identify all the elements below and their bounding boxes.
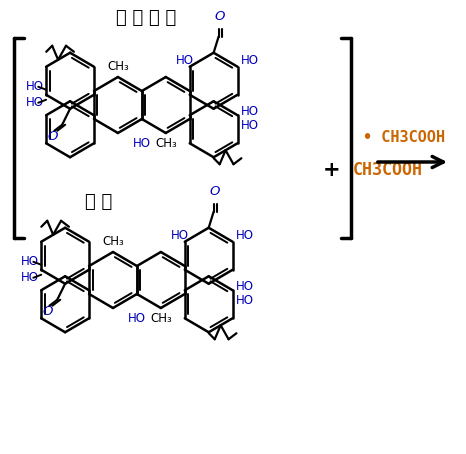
Text: 棉 酚: 棉 酚 xyxy=(85,193,112,211)
Text: O: O xyxy=(209,185,220,198)
Text: HO: HO xyxy=(240,119,259,132)
Text: HO: HO xyxy=(26,80,44,93)
Text: 醋 酸 棉 酚: 醋 酸 棉 酚 xyxy=(116,9,176,27)
Text: O: O xyxy=(47,130,57,143)
Text: CH₃: CH₃ xyxy=(150,312,171,325)
Text: HO: HO xyxy=(240,54,259,67)
Text: +: + xyxy=(323,160,340,180)
Text: HO: HO xyxy=(133,137,151,150)
Text: CH3COOH: CH3COOH xyxy=(352,161,422,179)
Text: HO: HO xyxy=(240,105,259,118)
Text: HO: HO xyxy=(171,229,189,242)
Text: CH₃: CH₃ xyxy=(107,60,129,73)
Text: HO: HO xyxy=(236,229,254,242)
Text: HO: HO xyxy=(21,271,39,284)
Text: HO: HO xyxy=(176,54,194,67)
Text: HO: HO xyxy=(21,255,39,268)
Text: CH₃: CH₃ xyxy=(102,235,124,248)
Text: HO: HO xyxy=(26,96,44,109)
Text: HO: HO xyxy=(236,294,254,307)
Text: CH₃: CH₃ xyxy=(155,137,177,150)
Text: HO: HO xyxy=(128,312,146,325)
Text: HO: HO xyxy=(236,280,254,293)
Text: • CH3COOH: • CH3COOH xyxy=(363,130,445,145)
Text: O: O xyxy=(214,10,225,23)
Text: O: O xyxy=(42,305,53,318)
